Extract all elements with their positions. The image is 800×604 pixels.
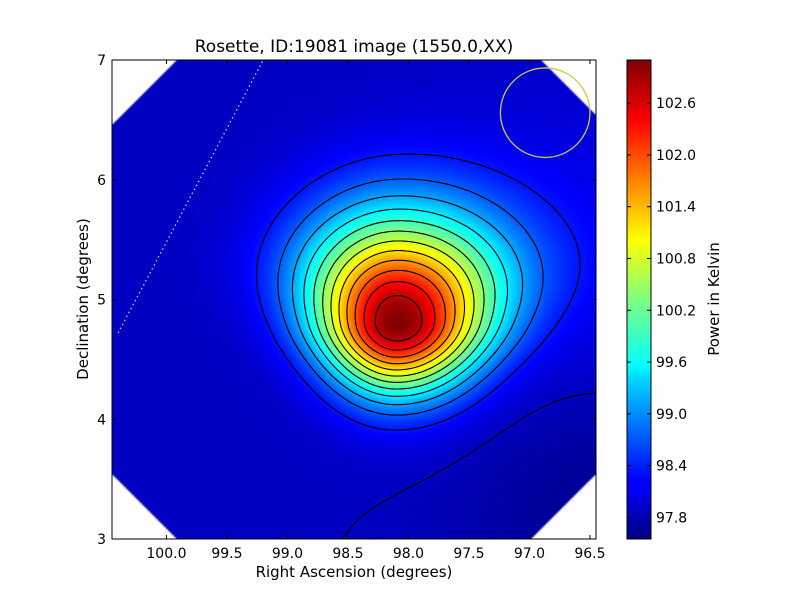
y-tick-label-0: 3 — [97, 532, 106, 548]
x-tick-label-5: 97.5 — [453, 546, 484, 562]
heatmap-image — [112, 60, 596, 539]
colorbar-tick-label-5: 100.8 — [656, 252, 696, 268]
x-tick-label-6: 97.0 — [514, 546, 545, 562]
colorbar-tick-label-6: 101.4 — [656, 200, 696, 216]
contour-line-7 — [330, 240, 475, 377]
contour-line-9 — [346, 259, 456, 365]
contour-line-8 — [338, 250, 466, 371]
colorbar-tick-label-2: 99.0 — [656, 407, 687, 423]
beam-circle — [499, 67, 591, 159]
x-axis-ticks: 100.0 99.5 99.0 98.5 98.0 97.5 97.0 96.5 — [146, 60, 606, 562]
y-tick-label-3: 6 — [97, 173, 106, 189]
x-tick-label-2: 99.0 — [272, 546, 303, 562]
colorbar-tick-label-0: 97.8 — [656, 510, 687, 526]
x-tick-label-7: 96.5 — [574, 546, 605, 562]
y-tick-label-4: 7 — [97, 53, 106, 69]
contour-line-3 — [291, 195, 524, 406]
colorbar-tick-label-8: 102.6 — [656, 96, 696, 112]
contour-line-5 — [313, 220, 496, 390]
y-axis-ticks: 3 4 5 6 7 — [97, 53, 596, 548]
contour-lines — [255, 153, 596, 539]
y-tick-label-2: 5 — [97, 293, 106, 309]
colorbar-tick-label-3: 99.6 — [656, 355, 687, 371]
colorbar-tick-label-1: 98.4 — [656, 459, 687, 475]
x-tick-label-4: 98.0 — [393, 546, 424, 562]
colorbar-gradient — [627, 60, 651, 539]
y-axis-label: Declination (degrees) — [74, 218, 92, 380]
plot-area — [111, 59, 597, 540]
galactic-plane-line — [117, 60, 264, 334]
contour-line-2 — [277, 178, 544, 416]
contour-line-1 — [255, 153, 581, 431]
colorbar-label: Power in Kelvin — [705, 242, 723, 356]
colorbar-ticks: 97.8 98.4 99.0 99.6 100.2 100.8 101.4 102.0 102.… — [627, 96, 696, 526]
x-tick-label-0: 100.0 — [146, 546, 186, 562]
x-tick-label-3: 98.5 — [332, 546, 363, 562]
x-axis-label: Right Ascension (degrees) — [256, 563, 453, 581]
colorbar: 97.8 98.4 99.0 99.6 100.2 100.8 101.4 102.0 102.… — [626, 59, 723, 540]
contour-line-10 — [354, 269, 446, 358]
contour-line-11 — [363, 281, 436, 351]
colorbar-tick-label-7: 102.0 — [656, 148, 696, 164]
y-tick-label-1: 4 — [97, 412, 106, 428]
contour-line-12 — [374, 295, 423, 342]
colorbar-tick-label-4: 100.2 — [656, 303, 696, 319]
x-tick-label-1: 99.5 — [211, 546, 242, 562]
contour-line-0 — [342, 392, 596, 539]
contour-line-4 — [303, 208, 509, 397]
contour-line-6 — [322, 230, 485, 383]
chart-title: Rosette, ID:19081 image (1550.0,XX) — [195, 37, 513, 57]
colorbar-frame — [626, 59, 652, 540]
